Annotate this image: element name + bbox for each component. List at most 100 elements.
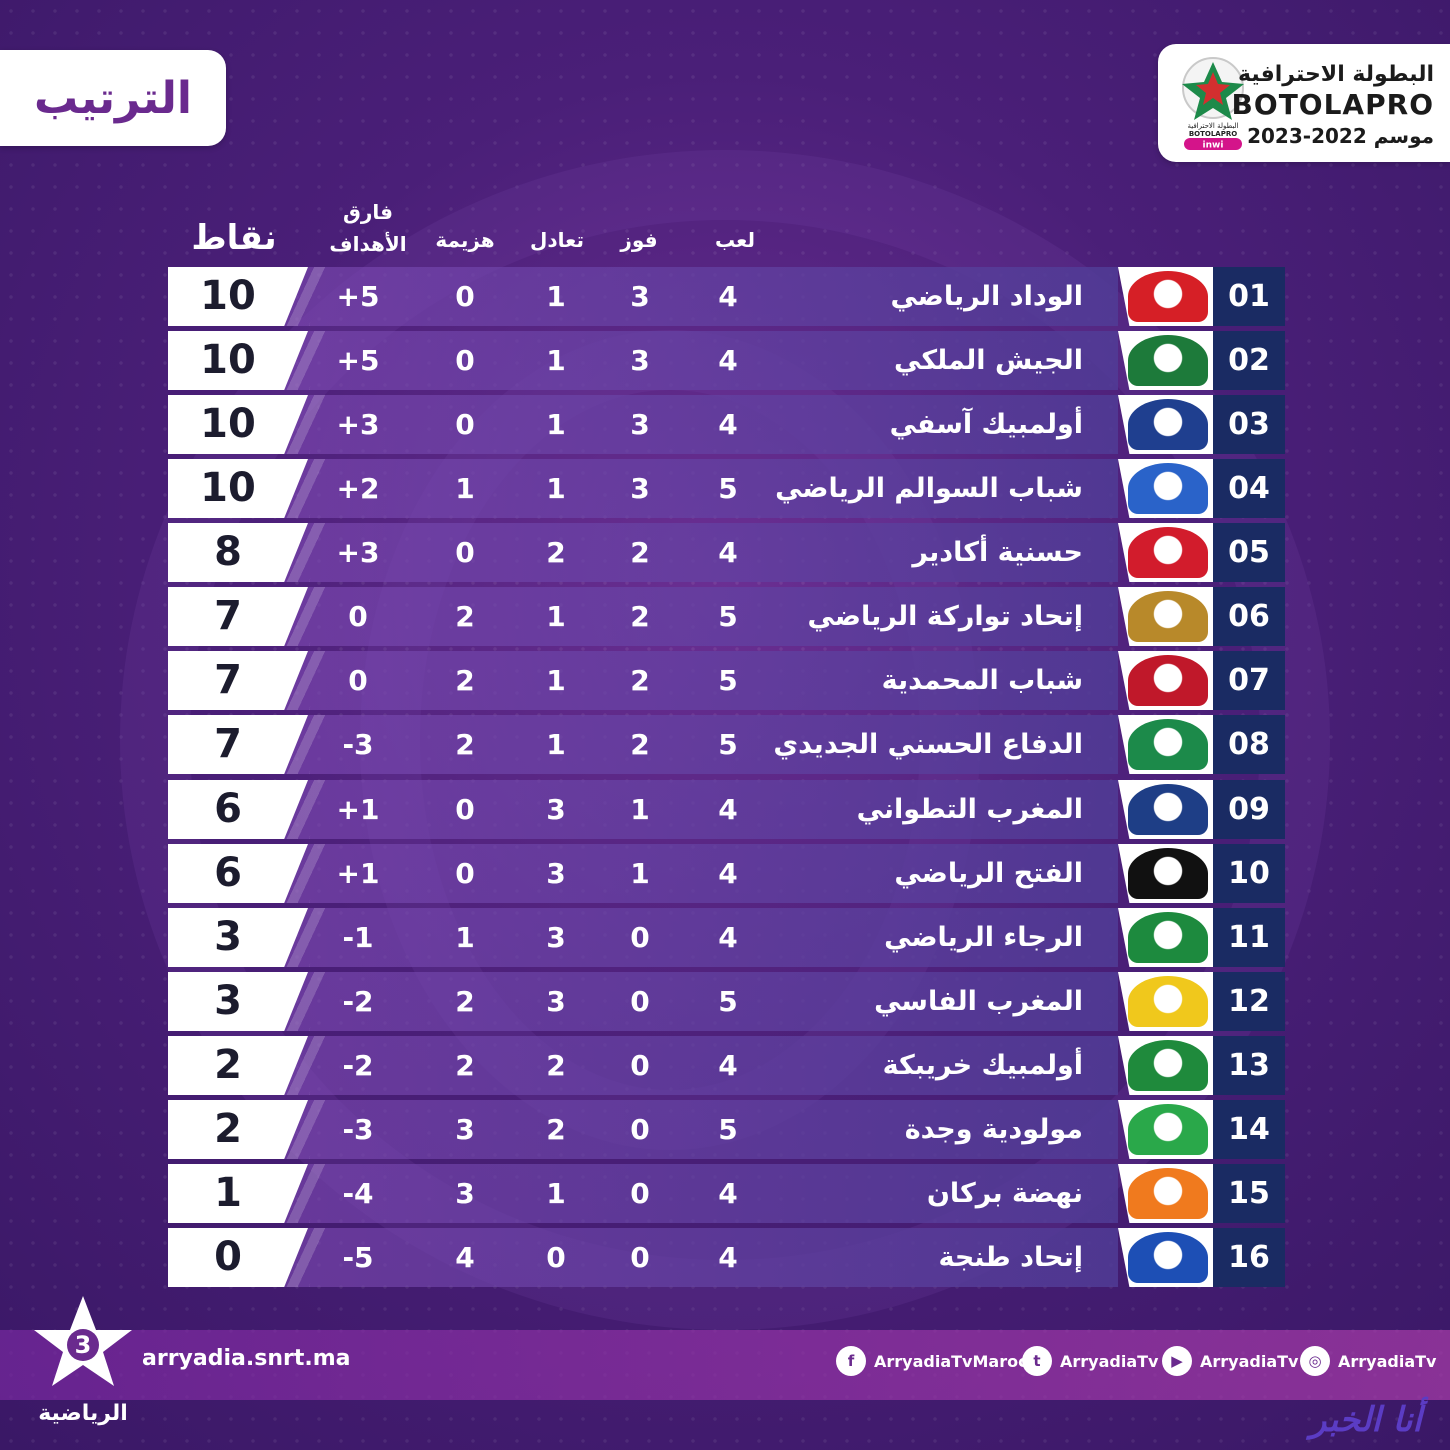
row-band bbox=[168, 523, 1118, 582]
won-value: 3 bbox=[630, 280, 650, 313]
table-row: 6 +1 0 3 1 4 الفتح الرياضي 10 bbox=[168, 844, 1285, 903]
lost-value: 1 bbox=[455, 921, 475, 954]
team-name: أولمبيك آسفي bbox=[889, 409, 1083, 440]
instagram-icon: ◎ bbox=[1300, 1346, 1330, 1376]
team-name: المغرب الفاسي bbox=[874, 986, 1083, 1017]
rank-value: 02 bbox=[1213, 331, 1285, 390]
footer-band bbox=[0, 1330, 1450, 1400]
goal-diff-value: 0 bbox=[348, 664, 368, 697]
points-value: 10 bbox=[200, 401, 256, 447]
table-row: 7 0 2 1 2 5 إتحاد تواركة الرياضي 06 bbox=[168, 587, 1285, 646]
points-value: 10 bbox=[200, 337, 256, 383]
goal-diff-value: +3 bbox=[336, 536, 380, 569]
points-value: 2 bbox=[214, 1042, 242, 1088]
played-value: 4 bbox=[718, 857, 738, 890]
rank-value: 08 bbox=[1213, 715, 1285, 774]
team-logo bbox=[1118, 395, 1213, 454]
goal-diff-value: -4 bbox=[342, 1177, 374, 1210]
points-value: 6 bbox=[214, 850, 242, 896]
team-name: إتحاد طنجة bbox=[938, 1242, 1083, 1273]
goal-diff-value: +3 bbox=[336, 408, 380, 441]
table-row: 7 -3 2 1 2 5 الدفاع الحسني الجديدي 08 bbox=[168, 715, 1285, 774]
played-value: 4 bbox=[718, 921, 738, 954]
rank-value: 04 bbox=[1213, 459, 1285, 518]
won-value: 3 bbox=[630, 344, 650, 377]
points-value: 6 bbox=[214, 786, 242, 832]
points-cell: 10 bbox=[168, 331, 308, 390]
points-value: 7 bbox=[214, 721, 242, 767]
points-cell: 2 bbox=[168, 1036, 308, 1095]
lost-value: 3 bbox=[455, 1113, 475, 1146]
played-value: 5 bbox=[718, 1113, 738, 1146]
mas-logo bbox=[1128, 976, 1208, 1027]
row-band bbox=[168, 1100, 1118, 1159]
points-value: 3 bbox=[214, 978, 242, 1024]
team-logo bbox=[1118, 1164, 1213, 1223]
played-value: 5 bbox=[718, 985, 738, 1018]
won-value: 0 bbox=[630, 1241, 650, 1274]
lost-value: 2 bbox=[455, 664, 475, 697]
row-band bbox=[168, 587, 1118, 646]
goal-diff-value: -5 bbox=[342, 1241, 374, 1274]
social-facebook[interactable]: f ArryadiaTvMaroc bbox=[836, 1346, 1028, 1376]
won-value: 0 bbox=[630, 1049, 650, 1082]
played-value: 4 bbox=[718, 280, 738, 313]
goal-diff-value: -2 bbox=[342, 985, 374, 1018]
played-value: 5 bbox=[718, 600, 738, 633]
drawn-value: 0 bbox=[546, 1241, 566, 1274]
husa-logo bbox=[1128, 527, 1208, 578]
table-row: 3 -1 1 3 0 4 الرجاء الرياضي 11 bbox=[168, 908, 1285, 967]
website-link[interactable]: arryadia.snrt.ma bbox=[142, 1346, 351, 1371]
drawn-value: 3 bbox=[546, 793, 566, 826]
table-row: 10 +5 0 1 3 4 الجيش الملكي 02 bbox=[168, 331, 1285, 390]
row-band bbox=[168, 651, 1118, 710]
team-logo bbox=[1118, 844, 1213, 903]
points-value: 3 bbox=[214, 914, 242, 960]
goal-diff-value: +5 bbox=[336, 280, 380, 313]
team-logo bbox=[1118, 780, 1213, 839]
points-cell: 1 bbox=[168, 1164, 308, 1223]
col-header-goal-diff: فارق الأهداف bbox=[318, 196, 418, 260]
rank-value: 09 bbox=[1213, 780, 1285, 839]
social-youtube[interactable]: ▶ ArryadiaTv bbox=[1162, 1346, 1298, 1376]
points-cell: 0 bbox=[168, 1228, 308, 1287]
drawn-value: 1 bbox=[546, 664, 566, 697]
fus-logo bbox=[1128, 848, 1208, 899]
points-value: 2 bbox=[214, 1106, 242, 1152]
ocs-logo bbox=[1128, 399, 1208, 450]
team-logo bbox=[1118, 1100, 1213, 1159]
mat-logo bbox=[1128, 784, 1208, 835]
social-twitter[interactable]: t ArryadiaTv bbox=[1022, 1346, 1158, 1376]
lost-value: 4 bbox=[455, 1241, 475, 1274]
row-band bbox=[168, 1164, 1118, 1223]
points-cell: 6 bbox=[168, 844, 308, 903]
points-value: 7 bbox=[214, 593, 242, 639]
league-logo: البطولة الاحترافية BOTOLAPRO inwi البطول… bbox=[1158, 44, 1450, 162]
lost-value: 0 bbox=[455, 280, 475, 313]
points-cell: 6 bbox=[168, 780, 308, 839]
team-name: الدفاع الحسني الجديدي bbox=[773, 729, 1083, 760]
won-value: 2 bbox=[630, 536, 650, 569]
points-cell: 3 bbox=[168, 908, 308, 967]
lost-value: 3 bbox=[455, 1177, 475, 1210]
social-instagram[interactable]: ◎ ArryadiaTv bbox=[1300, 1346, 1436, 1376]
drawn-value: 2 bbox=[546, 1049, 566, 1082]
page-title: الترتيب bbox=[0, 50, 226, 146]
league-name-ar: البطولة الاحترافية bbox=[1238, 62, 1434, 87]
row-band bbox=[168, 267, 1118, 326]
raja-logo bbox=[1128, 912, 1208, 963]
played-value: 4 bbox=[718, 1049, 738, 1082]
points-cell: 10 bbox=[168, 395, 308, 454]
table-row: 10 +5 0 1 3 4 الوداد الرياضي 01 bbox=[168, 267, 1285, 326]
points-cell: 3 bbox=[168, 972, 308, 1031]
far-logo bbox=[1128, 335, 1208, 386]
wydad-logo bbox=[1128, 271, 1208, 322]
team-name: المغرب التطواني bbox=[856, 794, 1083, 825]
team-logo bbox=[1118, 715, 1213, 774]
played-value: 4 bbox=[718, 793, 738, 826]
arryadia-channel-logo-icon: 3 الرياضية bbox=[34, 1296, 132, 1426]
won-value: 0 bbox=[630, 985, 650, 1018]
rank-value: 06 bbox=[1213, 587, 1285, 646]
team-name: الفتح الرياضي bbox=[894, 858, 1083, 889]
dhj-logo bbox=[1128, 719, 1208, 770]
